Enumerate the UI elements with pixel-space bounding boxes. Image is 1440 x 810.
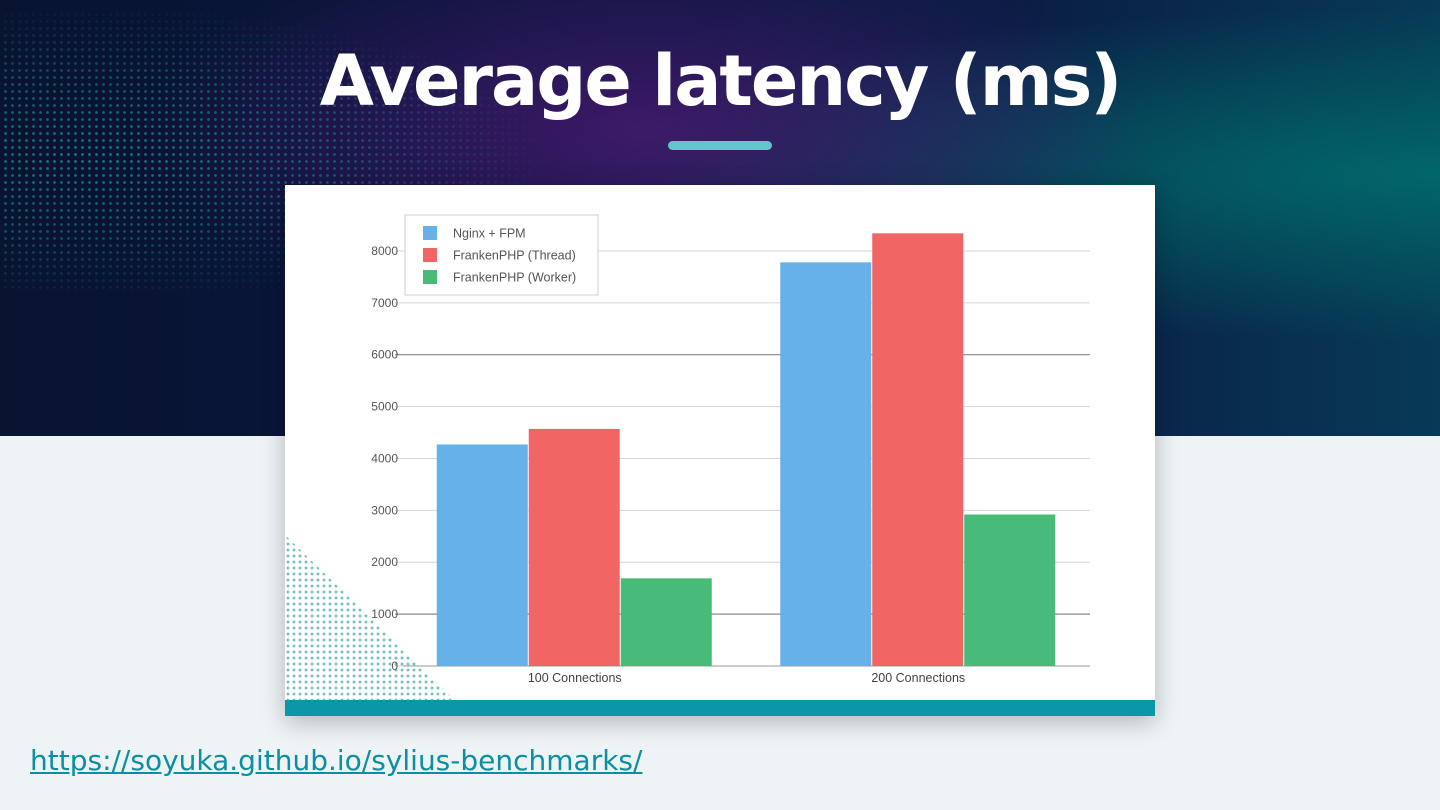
y-tick-label: 4000 [371,451,398,465]
x-tick-label: 100 Connections [528,671,622,685]
y-tick-label: 6000 [371,348,398,362]
y-tick-label: 3000 [371,503,398,517]
bar-frankenphp-worker-2 [964,514,1056,666]
y-tick-label: 0 [391,659,398,673]
legend-box [404,214,599,296]
slide-title: Average latency (ms) [319,40,1123,122]
benchmark-link[interactable]: https://soyuka.github.io/sylius-benchmar… [30,744,643,777]
chart-card: 0 1000 2000 3000 4000 5000 6000 7000 8000 100 Con… [285,185,1155,716]
bar-nginx-fpm-1 [436,444,528,666]
y-tick-label: 1000 [371,607,398,621]
legend-swatch [423,270,437,284]
card-footer-bar [285,700,1155,716]
legend-label: Nginx + FPM [453,227,526,241]
title-underline [668,141,772,150]
legend-swatch [423,248,437,262]
bar-frankenphp-worker-1 [620,578,712,666]
x-tick-label: 200 Connections [871,671,965,685]
y-tick-label: 7000 [371,296,398,310]
bar-frankenphp-thread-1 [528,428,620,666]
legend-swatch [423,226,437,240]
bar-nginx-fpm-2 [780,262,872,666]
y-tick-label: 8000 [371,244,398,258]
y-tick-label: 5000 [371,400,398,414]
bar-chart: 0 1000 2000 3000 4000 5000 6000 7000 8000 100 Con… [371,214,1090,685]
legend-label: FrankenPHP (Thread) [453,249,576,263]
legend-label: FrankenPHP (Worker) [453,271,576,285]
bar-frankenphp-thread-2 [872,233,964,666]
y-tick-label: 2000 [371,555,398,569]
